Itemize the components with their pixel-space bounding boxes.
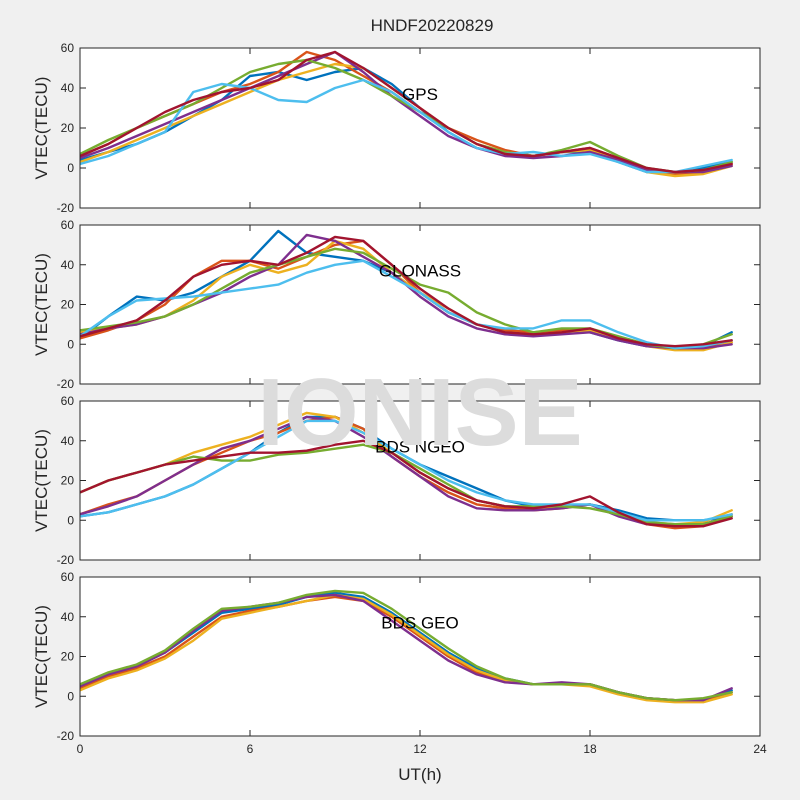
- series-group: [80, 589, 733, 704]
- y-tick-label: 0: [67, 513, 74, 527]
- panel-3: -20 0 20 40 60 VTEC(TECU) BDS NGEO: [32, 394, 761, 567]
- x-tick-label: 6: [247, 742, 254, 756]
- series-line-4: [80, 415, 733, 528]
- series-line-5: [80, 589, 733, 702]
- y-axis-label: VTEC(TECU): [32, 77, 51, 180]
- series-line-4: [80, 50, 733, 174]
- plot-area: [80, 401, 760, 560]
- y-tick-label: 20: [61, 121, 75, 135]
- series-line-5: [80, 443, 733, 526]
- plot-area: [80, 48, 760, 208]
- y-tick-label: 20: [61, 650, 75, 664]
- y-tick-label: 0: [67, 689, 74, 703]
- series-line-7: [80, 50, 733, 174]
- y-axis-label: VTEC(TECU): [32, 253, 51, 356]
- series-group: [80, 229, 733, 352]
- x-tick-label: 24: [753, 742, 767, 756]
- series-line-6: [80, 78, 733, 174]
- series-line-7: [80, 235, 733, 348]
- y-tick-label: 40: [61, 610, 75, 624]
- panel-1: -20 0 20 40 60 VTEC(TECU) GPS: [32, 41, 761, 215]
- y-tick-label: 20: [61, 474, 75, 488]
- watermark: IONISE: [257, 359, 582, 466]
- y-tick-label: 40: [61, 258, 75, 272]
- panel-annotation: GPS: [402, 85, 438, 104]
- series-line-6: [80, 259, 733, 350]
- figure-title: HNDF20220829: [371, 16, 494, 35]
- y-tick-label: 60: [61, 394, 75, 408]
- x-tick-label: 18: [583, 742, 597, 756]
- panel-annotation: BDS GEO: [381, 614, 458, 633]
- y-tick-label: -20: [57, 377, 75, 391]
- x-tick-label: 12: [413, 742, 427, 756]
- y-tick-label: 40: [61, 81, 75, 95]
- panel-annotation: BDS NGEO: [375, 438, 465, 457]
- y-tick-label: 0: [67, 337, 74, 351]
- y-tick-label: 0: [67, 161, 74, 175]
- y-axis-label: VTEC(TECU): [32, 605, 51, 708]
- y-tick-label: -20: [57, 201, 75, 215]
- plot-area: [80, 577, 760, 736]
- y-axis-label: VTEC(TECU): [32, 429, 51, 532]
- series-group: [80, 411, 733, 530]
- y-tick-label: -20: [57, 553, 75, 567]
- y-tick-label: 60: [61, 570, 75, 584]
- y-tick-label: 40: [61, 434, 75, 448]
- series-line-7: [80, 439, 733, 528]
- panel-2: -20 0 20 40 60 VTEC(TECU) GLONASS: [32, 218, 761, 391]
- series-line-5: [80, 58, 733, 174]
- panel-annotation: GLONASS: [379, 262, 461, 281]
- x-axis-label: UT(h): [398, 765, 441, 784]
- series-group: [80, 50, 733, 178]
- x-tick-label: 0: [77, 742, 84, 756]
- y-tick-label: 60: [61, 218, 75, 232]
- y-tick-label: -20: [57, 729, 75, 743]
- series-line-3: [80, 593, 733, 704]
- y-tick-label: 20: [61, 298, 75, 312]
- y-tick-label: 60: [61, 41, 75, 55]
